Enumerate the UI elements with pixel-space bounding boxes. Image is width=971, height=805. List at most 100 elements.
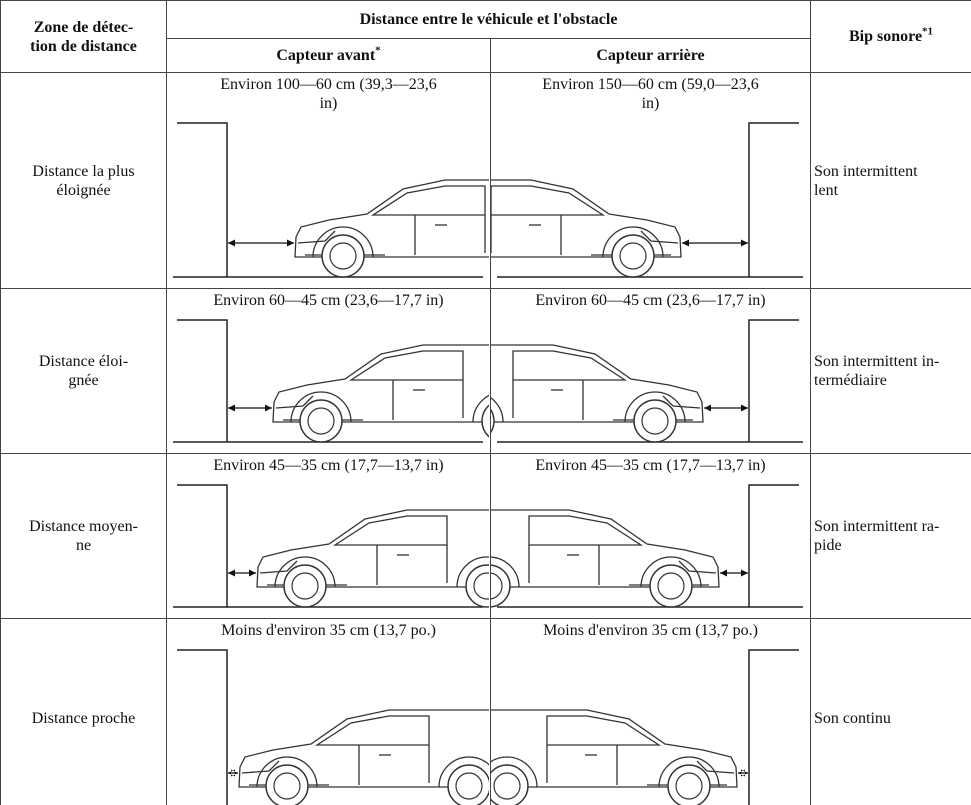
rim bbox=[291, 572, 319, 600]
obstacle-wall bbox=[748, 319, 799, 442]
rear-illustration bbox=[491, 319, 803, 443]
wheel bbox=[283, 564, 327, 608]
car-outline bbox=[546, 745, 618, 785]
rim bbox=[657, 572, 685, 600]
car-outline bbox=[491, 709, 738, 788]
car-outline bbox=[491, 185, 606, 216]
arrow-head bbox=[228, 769, 238, 777]
wheel bbox=[611, 234, 655, 278]
footnote-mark: *1 bbox=[922, 25, 934, 38]
zone-cell: Distance moyen- ne bbox=[0, 453, 167, 619]
wheel bbox=[265, 764, 309, 805]
wheel-arch bbox=[658, 756, 720, 788]
rim bbox=[307, 407, 335, 435]
car-outline bbox=[392, 380, 464, 420]
front-header: Capteur avant* bbox=[166, 38, 491, 73]
front-illustration bbox=[177, 649, 489, 805]
rear-cell: Environ 150—60 cm (59,0—23,6 in) bbox=[489, 72, 812, 289]
table-row: Distance la plus éloignée Environ 100—60 … bbox=[0, 72, 971, 289]
car-outline bbox=[376, 545, 448, 585]
sound-cell: Son continu bbox=[810, 618, 971, 805]
wheel bbox=[491, 408, 495, 434]
car-outline bbox=[238, 709, 489, 788]
car-outline bbox=[275, 395, 314, 409]
arrow-head bbox=[738, 769, 748, 777]
car-outline bbox=[528, 515, 644, 546]
car-outline bbox=[491, 509, 720, 588]
rim bbox=[619, 242, 647, 270]
wheel-arch bbox=[640, 556, 702, 588]
rim bbox=[675, 772, 703, 800]
car-outline bbox=[297, 230, 336, 244]
wheel bbox=[481, 404, 489, 438]
rear-distance: Environ 60—45 cm (23,6—17,7 in) bbox=[535, 292, 766, 309]
rear-cell: Environ 45—35 cm (17,7—13,7 in) bbox=[489, 453, 812, 619]
car-outline bbox=[640, 230, 679, 244]
front-header-text: Capteur avant bbox=[276, 47, 376, 64]
rim bbox=[641, 407, 669, 435]
car-outline bbox=[332, 515, 448, 546]
car-outline bbox=[512, 350, 628, 381]
wheel-arch bbox=[274, 556, 336, 588]
obstacle-wall bbox=[748, 484, 799, 607]
footnote-mark: * bbox=[375, 44, 381, 57]
front-illustration bbox=[173, 122, 489, 278]
wheel bbox=[667, 764, 711, 805]
rear-distance: Environ 45—35 cm (17,7—13,7 in) bbox=[535, 457, 766, 474]
obstacle-wall bbox=[748, 649, 799, 805]
zone-cell: Distance la plus éloignée bbox=[0, 72, 167, 289]
front-cell: Environ 45—35 cm (17,7—13,7 in) bbox=[166, 453, 491, 619]
wheel bbox=[491, 564, 511, 608]
front-cell: Environ 60—45 cm (23,6—17,7 in) bbox=[166, 288, 491, 454]
arrow-head bbox=[228, 569, 256, 577]
obstacle-wall bbox=[177, 484, 228, 607]
table-row: Distance moyen- ne Environ 45—35 cm (17,7… bbox=[0, 453, 971, 619]
car-outline bbox=[512, 380, 584, 420]
front-illustration bbox=[173, 484, 489, 608]
distance-header: Distance entre le véhicule et l'obstacle bbox=[165, 0, 812, 39]
table-body: Distance la plus éloignée Environ 100—60 … bbox=[0, 72, 971, 805]
obstacle-wall bbox=[177, 122, 228, 277]
car-outline bbox=[358, 745, 430, 785]
sound-cell: Son intermittent in- termédiaire bbox=[810, 288, 971, 454]
rim bbox=[455, 772, 483, 800]
wheel-arch bbox=[491, 397, 504, 423]
car-outline bbox=[294, 179, 489, 258]
rear-illustration bbox=[491, 484, 803, 608]
car-outline bbox=[414, 215, 486, 255]
car-outline bbox=[546, 715, 662, 746]
sound-header: Bip sonore*1 bbox=[810, 0, 971, 73]
front-cell: Moins d'environ 35 cm (13,7 po.) bbox=[166, 618, 491, 805]
obstacle-wall bbox=[177, 649, 228, 805]
front-distance: Moins d'environ 35 cm (13,7 po.) bbox=[221, 622, 436, 639]
car bbox=[491, 509, 720, 608]
wheel-arch bbox=[624, 391, 686, 423]
front-distance: Environ 60—45 cm (23,6—17,7 in) bbox=[213, 292, 444, 309]
sound-header-text: Bip sonore bbox=[848, 28, 923, 45]
rim bbox=[273, 772, 301, 800]
rear-cell: Moins d'environ 35 cm (13,7 po.) bbox=[489, 618, 812, 805]
wheel bbox=[321, 234, 365, 278]
car-outline bbox=[491, 344, 704, 423]
rim bbox=[329, 242, 357, 270]
arrow-head bbox=[720, 569, 748, 577]
rim bbox=[493, 772, 521, 800]
car bbox=[491, 344, 704, 443]
car-outline bbox=[662, 395, 701, 409]
wheel bbox=[633, 399, 677, 443]
car-outline bbox=[272, 344, 489, 423]
wheel-arch bbox=[602, 226, 664, 258]
front-distance: Environ 45—35 cm (17,7—13,7 in) bbox=[213, 457, 444, 474]
wheel-arch bbox=[456, 556, 489, 588]
table-row: Distance proche Moins d'environ 35 cm (13… bbox=[0, 618, 971, 805]
car-outline bbox=[241, 760, 280, 774]
rim bbox=[473, 572, 489, 600]
wheel bbox=[649, 564, 693, 608]
wheel-arch bbox=[438, 756, 489, 788]
car bbox=[256, 509, 489, 608]
wheel bbox=[465, 564, 489, 608]
front-illustration bbox=[173, 319, 489, 443]
car-outline bbox=[348, 350, 464, 381]
wheel bbox=[299, 399, 343, 443]
